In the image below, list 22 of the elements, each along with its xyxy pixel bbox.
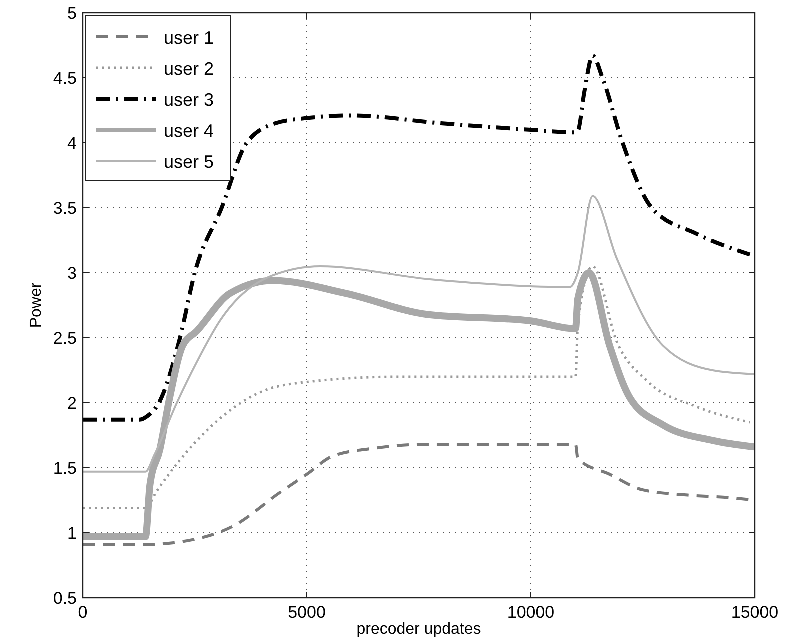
y-tick-label: 0.5: [53, 589, 77, 608]
y-tick-label: 3: [68, 264, 77, 283]
y-tick-label: 1.5: [53, 459, 77, 478]
y-tick-label: 4.5: [53, 69, 77, 88]
y-axis-title: Power: [28, 282, 45, 328]
legend-label: user 2: [164, 59, 214, 79]
line-series: [81, 54, 752, 422]
x-tick-label: 10000: [507, 603, 555, 622]
x-axis-title: precoder updates: [356, 621, 482, 637]
y-tick-label: 2.5: [53, 329, 77, 348]
legend-label: user 4: [164, 121, 214, 141]
legend-label: user 3: [164, 90, 214, 110]
y-tick-label: 1: [68, 524, 77, 543]
legend-label: user 1: [164, 28, 214, 48]
y-tick-label: 2: [68, 394, 77, 413]
x-tick-label: 0: [78, 603, 88, 622]
legend-label: user 5: [164, 152, 214, 172]
y-tick-label: 4: [68, 134, 77, 153]
y-tick-label: 3.5: [53, 199, 77, 218]
x-tick-label: 15000: [731, 603, 779, 622]
y-tick-label: 5: [68, 4, 77, 23]
x-tick-label: 5000: [288, 603, 326, 622]
